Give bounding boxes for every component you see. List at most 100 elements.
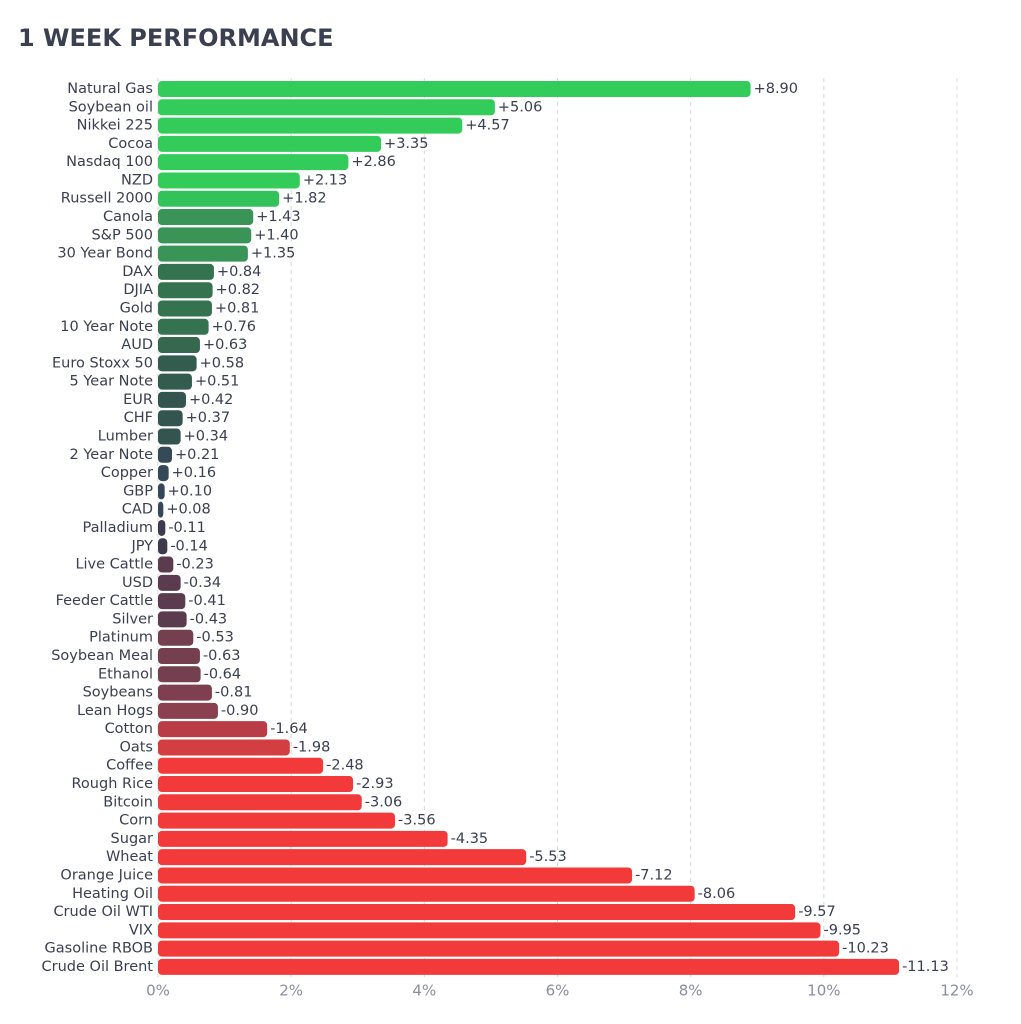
bar [158,501,164,518]
category-label: AUD [121,337,153,353]
category-label: CHF [124,410,153,426]
value-label: +0.76 [212,319,256,335]
category-label: Nikkei 225 [77,118,153,134]
bar [158,483,165,500]
chart-title: 1 WEEK PERFORMANCE [18,24,334,52]
category-label: Gasoline RBOB [45,941,153,957]
x-tick-label: 6% [546,982,570,1000]
bar [158,867,633,884]
x-tick-label: 0% [146,982,170,1000]
bar [158,410,183,427]
category-label: VIX [129,922,153,938]
bar [158,391,186,408]
category-label: JPY [130,538,153,554]
value-label: +5.06 [498,99,542,115]
category-label: Nasdaq 100 [66,154,153,170]
value-label: +1.40 [254,227,298,243]
value-label: -1.98 [293,739,331,755]
category-label: Ethanol [98,666,153,682]
category-label: CAD [122,502,153,518]
value-label: -10.23 [842,941,889,957]
bar [158,135,382,152]
bar [158,117,463,134]
bar [158,684,212,701]
category-label: Bitcoin [103,794,153,810]
bar [158,794,362,811]
bar [158,739,290,756]
value-label: -0.81 [215,685,253,701]
bar [158,757,324,774]
bar [158,940,840,957]
category-label: Wheat [106,849,153,865]
x-tick-label: 2% [279,982,303,1000]
category-label: Coffee [106,758,153,774]
bar [158,830,448,847]
value-label: +1.35 [251,246,295,262]
value-label: -0.11 [168,520,206,536]
category-label: S&P 500 [91,227,153,243]
bar [158,446,172,463]
category-label: NZD [121,172,153,188]
category-label: Soybeans [83,685,153,701]
category-label: Cotton [105,721,153,737]
value-label: -0.53 [196,630,234,646]
value-label: -2.48 [326,758,364,774]
value-label: -4.35 [451,831,489,847]
value-label: +2.13 [303,172,347,188]
category-label: DAX [122,264,153,280]
value-label: +0.08 [166,502,210,518]
bar [158,190,280,207]
category-label: 10 Year Note [60,319,153,335]
category-label: Soybean Meal [51,648,153,664]
value-label: +2.86 [351,154,395,170]
category-label: GBP [123,483,153,499]
category-label: Sugar [111,831,153,847]
category-label: Platinum [89,630,153,646]
value-label: -9.57 [798,904,836,920]
bar [158,556,174,573]
value-label: -1.64 [270,721,308,737]
bar [158,337,200,354]
bar [158,904,796,921]
value-label: -3.06 [365,794,403,810]
category-label: Cocoa [108,136,153,152]
value-label: -2.93 [356,776,394,792]
category-label: Russell 2000 [61,191,153,207]
value-label: +0.84 [217,264,261,280]
category-label: 5 Year Note [70,374,154,390]
bar [158,154,349,171]
value-label: +0.21 [175,447,219,463]
category-label: Euro Stoxx 50 [52,355,153,371]
value-label: -9.95 [824,922,862,938]
x-tick-label: 10% [807,982,840,1000]
bar [158,574,181,591]
category-label: Canola [103,209,153,225]
value-label: -5.53 [529,849,567,865]
value-label: +0.63 [203,337,247,353]
category-label: Orange Juice [60,867,153,883]
bar [158,355,197,372]
bar [158,885,695,902]
category-label: Natural Gas [67,81,153,97]
bar [158,958,900,975]
bar [158,99,495,116]
bar [158,282,213,299]
value-label: +0.10 [168,483,212,499]
bar [158,593,186,610]
bar [158,227,252,244]
bar [158,812,396,829]
category-label: Gold [120,300,153,316]
value-label: +0.81 [215,300,259,316]
value-label: +3.35 [384,136,428,152]
bar [158,776,354,793]
category-label: Soybean oil [69,99,153,115]
category-label: Feeder Cattle [56,593,153,609]
bar [158,245,248,262]
value-label: +0.82 [216,282,260,298]
bar [158,209,254,226]
bar [158,702,218,719]
category-label: Copper [101,465,153,481]
bar [158,519,166,536]
bar [158,611,187,628]
